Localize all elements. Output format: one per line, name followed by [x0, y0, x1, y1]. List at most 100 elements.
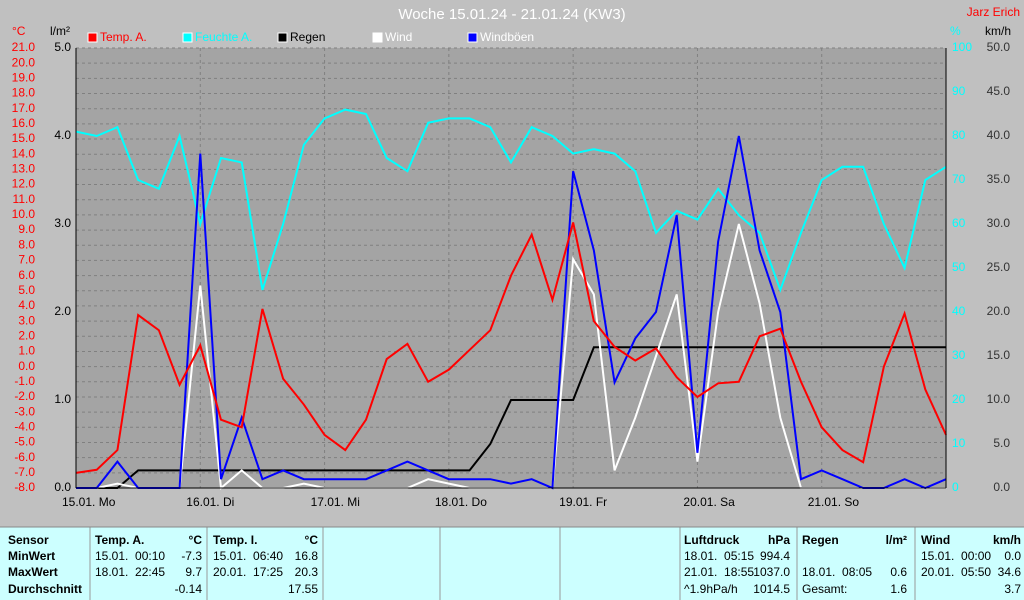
table-cell: Durchschnitt	[8, 582, 82, 596]
table-header: °C	[189, 533, 203, 547]
tick-label: 3.0	[18, 313, 35, 327]
tick-label: 12.0	[12, 177, 36, 191]
chart-title: Woche 15.01.24 - 21.01.24 (KW3)	[398, 6, 625, 23]
tick-label: 80	[952, 128, 966, 142]
legend-label: Windböen	[480, 30, 534, 44]
table-cell: 0.6	[890, 565, 907, 579]
tick-label: 21.0	[12, 40, 36, 54]
wind-unit: km/h	[985, 24, 1011, 38]
table-cell: 1014.5	[753, 582, 790, 596]
legend-swatch	[277, 32, 288, 43]
series-line	[75, 222, 947, 474]
table-cell: Gesamt:	[802, 582, 847, 596]
table-cell: 1037.0	[753, 565, 790, 579]
legend-swatch	[372, 32, 383, 43]
tick-label: 70	[952, 172, 966, 186]
legend-label: Temp. A.	[100, 30, 147, 44]
rain-unit: l/m²	[50, 24, 70, 38]
tick-label: 4.0	[54, 128, 71, 142]
legend-swatch	[87, 32, 98, 43]
tick-label: 9.0	[18, 222, 35, 236]
series-line	[75, 108, 947, 293]
table-cell: -7.3	[181, 549, 202, 563]
tick-label: 15.0	[12, 131, 36, 145]
tick-label: 35.0	[987, 172, 1011, 186]
tick-label: 0	[952, 480, 959, 494]
table-cell: 20.01. 05:50	[921, 565, 991, 579]
x-tick-label: 15.01. Mo	[62, 495, 116, 509]
tick-label: 3.0	[54, 216, 71, 230]
plot-area	[76, 48, 946, 488]
tick-label: 40	[952, 304, 966, 318]
tick-label: 20.0	[987, 304, 1011, 318]
tick-label: 25.0	[987, 260, 1011, 274]
table-header: °C	[305, 533, 319, 547]
table-cell: 3.7	[1004, 582, 1021, 596]
legend-label: Feuchte A.	[195, 30, 252, 44]
table-header: Regen	[802, 533, 839, 547]
tick-label: -7.0	[14, 465, 35, 479]
tick-label: 10.0	[12, 207, 36, 221]
tick-label: 2.0	[54, 304, 71, 318]
tick-label: 1.0	[54, 392, 71, 406]
tick-label: 7.0	[18, 253, 35, 267]
tick-label: 2.0	[18, 328, 35, 342]
table-cell: -0.14	[175, 582, 203, 596]
legend-label: Regen	[290, 30, 325, 44]
table-background	[0, 527, 1024, 600]
tick-label: 50	[952, 260, 966, 274]
x-tick-label: 16.01. Di	[186, 495, 234, 509]
table-cell: 18.01. 05:15	[684, 549, 754, 563]
table-cell: 15.01. 00:00	[921, 549, 991, 563]
tick-label: 5.0	[54, 40, 71, 54]
temp-unit: °C	[12, 24, 26, 38]
tick-label: 1.0	[18, 344, 35, 358]
legend-swatch	[182, 32, 193, 43]
tick-label: 0.0	[993, 480, 1010, 494]
table-header: Wind	[921, 533, 950, 547]
tick-label: 19.0	[12, 71, 36, 85]
tick-label: 18.0	[12, 86, 36, 100]
tick-label: 15.0	[987, 348, 1011, 362]
table-header: Temp. I.	[213, 533, 257, 547]
tick-label: 60	[952, 216, 966, 230]
table-cell: 21.01. 18:55	[684, 565, 754, 579]
tick-label: -1.0	[14, 374, 35, 388]
tick-label: 90	[952, 84, 966, 98]
tick-label: -2.0	[14, 389, 35, 403]
tick-label: 16.0	[12, 116, 36, 130]
table-cell: 994.4	[760, 549, 790, 563]
tick-label: -8.0	[14, 480, 35, 494]
legend-label: Wind	[385, 30, 412, 44]
table-cell: 9.7	[185, 565, 202, 579]
tick-label: 50.0	[987, 40, 1011, 54]
tick-label: 10	[952, 436, 966, 450]
table-cell: 18.01. 22:45	[95, 565, 165, 579]
tick-label: 5.0	[18, 283, 35, 297]
table-header: Sensor	[8, 533, 49, 547]
table-cell: 1.6	[890, 582, 907, 596]
legend-swatch	[467, 32, 478, 43]
table-cell: 15.01. 00:10	[95, 549, 165, 563]
tick-label: 100	[952, 40, 972, 54]
tick-label: 4.0	[18, 298, 35, 312]
table-cell: 16.8	[295, 549, 319, 563]
table-header: Temp. A.	[95, 533, 144, 547]
x-tick-label: 21.01. So	[808, 495, 860, 509]
table-cell: ^1.9hPa/h	[684, 582, 738, 596]
tick-label: 20	[952, 392, 966, 406]
tick-label: -5.0	[14, 435, 35, 449]
series-line	[76, 135, 947, 490]
tick-label: 0.0	[18, 359, 35, 373]
table-cell: 20.01. 17:25	[213, 565, 283, 579]
tick-label: 17.0	[12, 101, 36, 115]
tick-label: 5.0	[993, 436, 1010, 450]
tick-label: -3.0	[14, 404, 35, 418]
table-cell: 20.3	[295, 565, 319, 579]
table-cell: 34.6	[998, 565, 1022, 579]
tick-label: 20.0	[12, 55, 36, 69]
x-tick-label: 19.01. Fr	[559, 495, 607, 509]
tick-label: 6.0	[18, 268, 35, 282]
table-header: km/h	[993, 533, 1021, 547]
